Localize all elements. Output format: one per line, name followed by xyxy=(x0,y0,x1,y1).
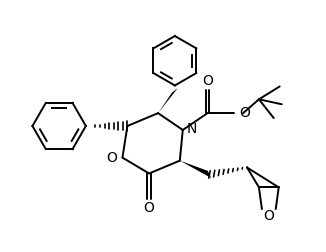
Polygon shape xyxy=(158,88,178,113)
Text: O: O xyxy=(239,106,250,120)
Text: O: O xyxy=(263,209,274,223)
Text: O: O xyxy=(202,75,213,88)
Text: N: N xyxy=(186,122,197,136)
Polygon shape xyxy=(180,161,211,178)
Text: O: O xyxy=(144,201,155,215)
Text: O: O xyxy=(106,151,117,165)
